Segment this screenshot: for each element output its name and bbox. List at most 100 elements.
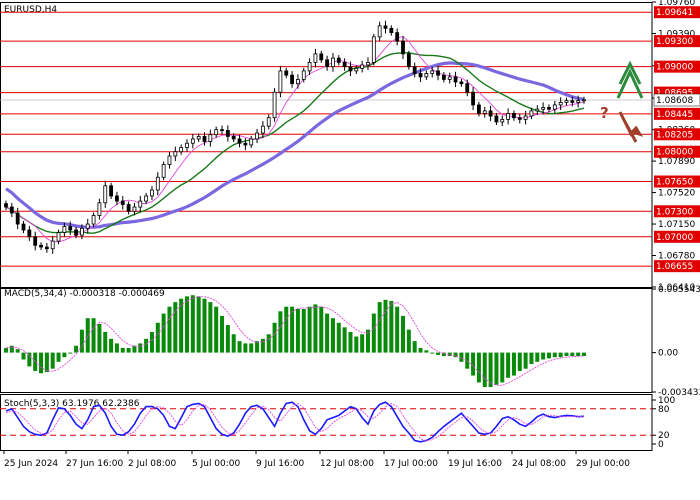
macd-bar <box>173 302 178 353</box>
candle-body <box>150 189 154 197</box>
level-label: 1.09000 <box>656 63 693 73</box>
macd-bar <box>377 302 382 353</box>
candle-body <box>161 164 166 178</box>
candle-body <box>260 125 265 134</box>
macd-bar <box>190 295 195 353</box>
macd-bar <box>395 306 400 353</box>
macd-bar <box>389 300 394 353</box>
level-tag <box>654 175 700 188</box>
macd-bar <box>482 352 487 388</box>
candle-body <box>4 203 8 208</box>
ma-mid-line <box>5 52 585 234</box>
macd-bar <box>74 345 79 353</box>
candle-body <box>576 100 581 103</box>
macd-bar <box>383 299 388 353</box>
macd-bar <box>401 315 406 353</box>
macd-bar <box>21 352 26 360</box>
candle-body <box>39 244 43 248</box>
candle-body <box>9 206 14 214</box>
macd-bar <box>476 352 481 383</box>
macd-bar <box>546 352 551 359</box>
price-axis-label: 1.07520 <box>658 189 695 199</box>
candle-body <box>488 110 493 117</box>
macd-bar <box>56 352 61 362</box>
candle-body <box>342 62 347 68</box>
macd-bar <box>120 348 125 353</box>
candle-body <box>506 113 511 120</box>
macd-bar <box>465 352 470 369</box>
candle-body <box>471 91 475 106</box>
candle-body <box>190 138 195 144</box>
candle-body <box>301 70 306 80</box>
macd-axis-label: -0.003433 <box>658 388 700 398</box>
candle-body <box>406 53 411 68</box>
candle-body <box>284 70 289 76</box>
candle-body <box>214 129 219 136</box>
macd-bar <box>225 325 230 353</box>
candle-body <box>97 202 102 216</box>
price-axis-label: 1.06780 <box>658 252 695 262</box>
candle-body <box>144 195 149 202</box>
macd-bar <box>360 334 365 353</box>
level-label: 1.08445 <box>656 110 693 120</box>
price-axis-label: 1.07890 <box>658 157 695 167</box>
level-tag <box>654 107 700 120</box>
macd-bar <box>406 329 411 353</box>
candle-body <box>377 25 382 38</box>
macd-bar <box>243 343 248 353</box>
macd-bar <box>272 322 277 353</box>
candle-body <box>500 119 505 123</box>
x-axis-label: 2 Jul 08:00 <box>128 459 177 469</box>
macd-bar <box>336 322 341 353</box>
price-axis-label: 1.07150 <box>658 220 695 230</box>
macd-bar <box>576 352 581 357</box>
ma-slow-line <box>5 61 585 229</box>
macd-bar <box>494 352 499 385</box>
macd-bar <box>301 309 306 353</box>
macd-bar <box>144 338 149 353</box>
candle-body <box>582 99 586 102</box>
candle-body <box>278 70 283 93</box>
macd-bar <box>535 352 540 362</box>
candle-body <box>482 110 487 114</box>
candle-body <box>120 200 125 205</box>
macd-bar <box>68 352 73 354</box>
x-axis-label: 12 Jul 08:00 <box>320 459 374 469</box>
macd-bar <box>447 352 452 357</box>
macd-bar <box>313 304 318 353</box>
macd-bar <box>50 352 55 369</box>
level-tag <box>654 260 700 273</box>
macd-bar <box>179 298 184 353</box>
macd-bar <box>354 336 359 353</box>
ma-fast-line <box>5 36 585 243</box>
level-tag <box>654 35 700 48</box>
stoch-axis-label: 0 <box>658 440 664 450</box>
macd-bar <box>488 352 493 388</box>
macd-bar <box>91 318 96 353</box>
macd-bar <box>184 296 189 353</box>
candle-body <box>85 223 90 229</box>
price-title: EURUSD,H4 <box>4 5 57 15</box>
x-axis-label: 29 Jul 00:00 <box>576 459 630 469</box>
macd-bar <box>523 352 528 369</box>
x-axis-label: 17 Jul 00:00 <box>384 459 438 469</box>
candle-body <box>225 130 230 137</box>
macd-bar <box>319 306 324 353</box>
macd-bar <box>471 352 476 376</box>
x-axis-label: 25 Jun 2024 <box>4 459 58 469</box>
candle-body <box>418 73 423 78</box>
macd-bar <box>15 349 20 353</box>
macd-bar <box>97 323 102 353</box>
candle-body <box>179 147 184 153</box>
candle-body <box>558 101 563 106</box>
candle-body <box>167 155 172 165</box>
candle-body <box>389 27 394 34</box>
level-label: 1.08000 <box>656 148 693 158</box>
macd-bar <box>552 352 557 358</box>
candle-body <box>412 66 417 74</box>
macd-bar <box>453 352 458 358</box>
candle-body <box>196 136 201 140</box>
macd-bar <box>214 306 219 353</box>
x-axis-label: 9 Jul 16:00 <box>256 459 305 469</box>
